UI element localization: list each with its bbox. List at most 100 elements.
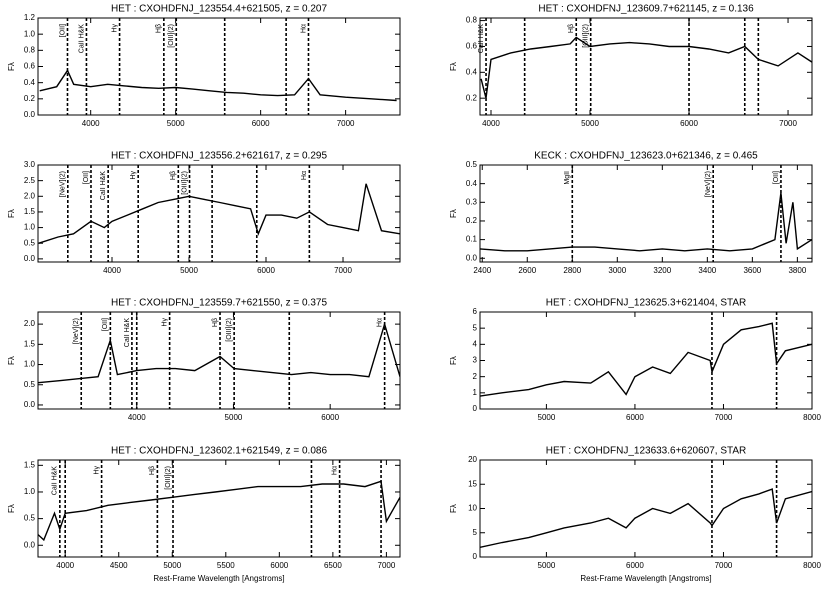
y-tick-label: 0.4 [466, 179, 478, 188]
x-tick-label: 3600 [743, 266, 761, 275]
y-tick-label: 0 [473, 404, 478, 413]
spectral-line-label: [OIII](2) [226, 318, 233, 342]
y-tick-label: 0.1 [466, 235, 478, 244]
spectral-line-label: CaII H&K [124, 318, 131, 348]
plot-frame [37, 17, 401, 116]
panel-title: HET : CXOHDFNJ_123559.7+621550, z = 0.37… [111, 298, 327, 309]
y-tick-label: 5 [473, 528, 478, 537]
y-tick-label: 0.8 [24, 45, 36, 54]
y-tick-label: 0.2 [466, 93, 478, 102]
x-tick-label: 6000 [321, 413, 339, 422]
spectrum [480, 488, 812, 548]
spectral-line-label: Hα [300, 24, 307, 33]
x-tick-label: 6000 [270, 561, 288, 570]
panel-title: HET : CXOHDFNJ_123554.4+621505, z = 0.20… [111, 4, 327, 15]
x-tick-label: 3800 [788, 266, 806, 275]
x-tick-label: 6000 [626, 413, 644, 422]
x-tick-label: 5000 [538, 413, 556, 422]
x-tick-label: 2600 [518, 266, 536, 275]
y-tick-label: 1.0 [24, 223, 36, 232]
x-tick-label: 6500 [324, 561, 342, 570]
y-tick-label: 1.2 [24, 13, 36, 22]
y-tick-label: 1.5 [24, 460, 36, 469]
y-axis-label: Fλ [7, 504, 16, 513]
panel: KECK : CXOHDFNJ_123623.0+621346, z = 0.4… [449, 151, 813, 275]
spectrum [38, 480, 400, 542]
x-axis-label: Rest-Frame Wavelength [Angstroms] [580, 574, 711, 583]
spectral-line-label: CaII H&K [78, 24, 85, 54]
x-tick-label: 3000 [608, 266, 626, 275]
y-tick-label: 1.0 [24, 487, 36, 496]
y-tick-label: 0.5 [24, 514, 36, 523]
spectral-line-label: CaII H&K [478, 24, 485, 54]
spectral-line-label: Hβ [568, 24, 575, 33]
panel: HET : CXOHDFNJ_123554.4+621505, z = 0.20… [7, 4, 401, 128]
spectral-line-label: CaII H&K [100, 171, 107, 201]
spectrum [39, 69, 397, 102]
spectral-line-label: Hβ [149, 466, 156, 475]
y-tick-label: 4 [473, 339, 478, 348]
x-tick-label: 8000 [803, 413, 821, 422]
y-tick-label: 0.2 [466, 216, 478, 225]
spectral-line-label: [OII] [773, 171, 780, 184]
y-tick-label: 3 [473, 356, 478, 365]
panel-title: HET : CXOHDFNJ_123633.6+620607, STAR [546, 446, 747, 457]
plot-frame [37, 311, 401, 410]
x-tick-label: 4000 [82, 119, 100, 128]
panel-title: HET : CXOHDFNJ_123609.7+621145, z = 0.13… [538, 4, 754, 15]
plot-frame [37, 459, 401, 558]
x-tick-label: 3400 [698, 266, 716, 275]
plot-frame [479, 164, 813, 263]
x-tick-label: 5500 [217, 561, 235, 570]
y-tick-label: 3.0 [24, 160, 36, 169]
y-tick-label: 0.0 [24, 110, 36, 119]
plot-frame [479, 459, 813, 558]
y-tick-label: 0.6 [466, 42, 478, 51]
y-tick-label: 0.5 [466, 160, 478, 169]
y-tick-label: 1.5 [24, 207, 36, 216]
y-tick-label: 0.8 [466, 16, 478, 25]
spectrum [480, 192, 812, 252]
y-tick-label: 2.5 [24, 176, 36, 185]
x-tick-label: 6000 [252, 119, 270, 128]
spectral-line-label: [OIII](2) [181, 171, 188, 195]
spectral-line-label: Hα [376, 318, 383, 327]
spectral-line-label: Hγ [111, 24, 118, 33]
y-tick-label: 0.4 [466, 67, 478, 76]
y-tick-label: 0 [473, 552, 478, 561]
y-tick-label: 2.0 [24, 319, 36, 328]
spectral-line-label: [OIII](2) [168, 24, 175, 48]
y-tick-label: 1 [473, 388, 478, 397]
spectral-line-label: Hγ [161, 318, 168, 327]
y-tick-label: 2 [473, 372, 478, 381]
spectral-line-label: Hβ [156, 24, 163, 33]
panel: HET : CXOHDFNJ_123633.6+620607, STAR Fλ Re… [449, 446, 821, 583]
spectral-line-label: [NeV](2) [705, 171, 712, 197]
panel: HET : CXOHDFNJ_123609.7+621145, z = 0.13… [449, 4, 813, 128]
x-tick-label: 4000 [56, 561, 74, 570]
y-axis-label: Fλ [449, 504, 458, 513]
x-tick-label: 7000 [378, 561, 396, 570]
panel-title: HET : CXOHDFNJ_123602.1+621549, z = 0.08… [111, 446, 327, 457]
spectrum [480, 36, 812, 99]
y-tick-label: 0.2 [24, 94, 36, 103]
x-tick-label: 5000 [163, 561, 181, 570]
spectral-line-label: Hγ [93, 466, 100, 475]
y-tick-label: 0.0 [466, 253, 478, 262]
plot-frame [479, 17, 813, 116]
spectrum [480, 322, 812, 397]
spectrum [38, 321, 400, 384]
y-tick-label: 1.5 [24, 339, 36, 348]
y-tick-label: 1.0 [24, 29, 36, 38]
panel: HET : CXOHDFNJ_123559.7+621550, z = 0.37… [7, 298, 401, 422]
x-tick-label: 3200 [653, 266, 671, 275]
x-tick-label: 2800 [563, 266, 581, 275]
y-tick-label: 0.5 [24, 238, 36, 247]
panel: HET : CXOHDFNJ_123602.1+621549, z = 0.08… [7, 446, 401, 583]
x-tick-label: 7000 [337, 119, 355, 128]
x-tick-label: 7000 [715, 561, 733, 570]
spectral-line-label: [NeV](2) [60, 171, 67, 197]
y-tick-label: 0.3 [466, 197, 478, 206]
x-tick-label: 4500 [110, 561, 128, 570]
x-tick-label: 6000 [257, 266, 275, 275]
